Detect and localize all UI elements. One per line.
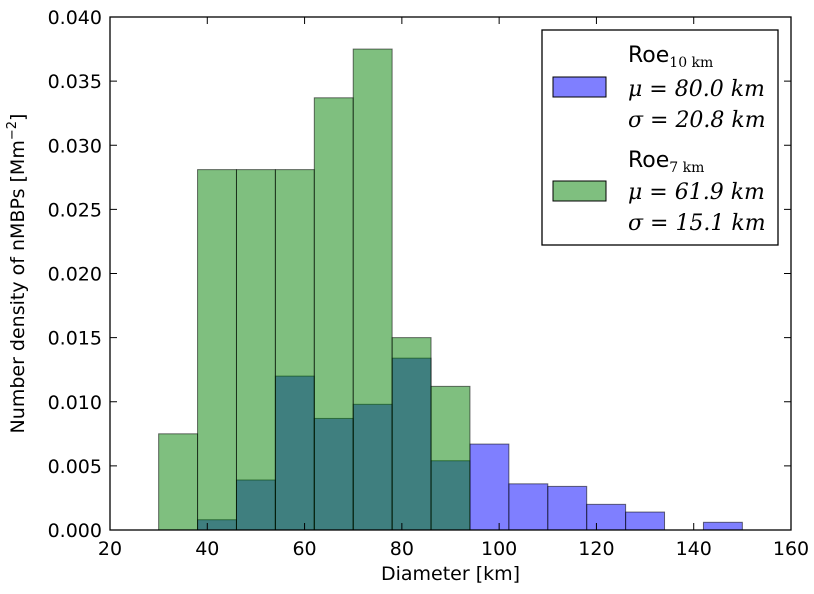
y-axis-label-superscript: −2 [5,121,20,140]
legend-mu-roe-7km: μ = 61.9 km [628,180,765,205]
bar-roe-10km-94 [469,443,510,531]
x-tick-label-60: 60 [292,538,316,560]
legend-label-roe-7km-name: Roe [628,148,669,173]
x-tick-label-160: 160 [773,538,809,560]
legend-sigma-roe-10km: σ = 20.8 km [628,108,766,133]
y-tick-label-0.010: 0.010 [48,392,102,414]
legend-mu-roe-10km: μ = 80.0 km [628,77,765,102]
legend-label-roe-10km: Roe10 km [628,43,713,71]
bar-roe-7km-62 [313,97,354,531]
bar-roe-7km-46 [235,169,276,531]
legend-sigma-roe-7km: σ = 15.1 km [628,211,766,236]
bar-roe-10km-102 [508,483,549,531]
legend-label-roe-10km-name: Roe [628,43,669,68]
y-tick-label-0.025: 0.025 [48,199,102,221]
y-axis-label-close: ] [7,114,29,121]
legend-label-roe-7km-sub: 7 km [669,160,704,176]
bar-roe-7km-38 [197,169,237,531]
x-tick-label-20: 20 [98,538,122,560]
bar-roe-10km-110 [547,485,588,531]
bar-roe-7km-70 [352,48,393,531]
bar-roe-10km-126 [625,511,666,531]
plot-frame [109,16,792,531]
bar-roe-10km-142 [702,521,743,531]
x-axis-label: Diameter [km] [381,563,520,585]
legend-entry-roe-10km: Roe10 km μ = 80.0 km σ = 20.8 km [552,43,766,133]
y-axis-label: Number density of nMBPs [Mm−2] [5,114,29,434]
legend-label-roe-7km: Roe7 km [628,148,704,176]
legend-entry-roe-7km: Roe7 km μ = 61.9 km σ = 15.1 km [552,148,766,236]
bar-roe-7km-78 [391,337,432,531]
x-tick-label-80: 80 [390,538,414,560]
bar-roe-7km-54 [274,169,315,531]
ticks-layer: 20 40 60 80 100 120 140 160 0.000 0.005 0.010 0.015… [48,7,810,560]
legend-swatch-roe-10km [552,76,607,98]
x-tick-label-40: 40 [195,538,219,560]
y-tick-label-0.030: 0.030 [48,135,102,157]
bar-roe-7km-30 [158,433,199,531]
y-tick-label-0.015: 0.015 [48,328,102,350]
y-tick-label-0.005: 0.005 [48,456,102,478]
y-tick-label-0.035: 0.035 [48,71,102,93]
legend: Roe10 km μ = 80.0 km σ = 20.8 km Roe7 km… [541,29,779,246]
x-tick-label-120: 120 [578,538,614,560]
y-tick-label-0.020: 0.020 [48,264,102,286]
y-tick-label-0.000: 0.000 [48,520,102,542]
y-axis-label-main: Number density of nMBPs [Mm [7,140,29,433]
legend-swatch-roe-7km [552,180,607,202]
bars-layer [158,48,743,531]
legend-box [541,29,779,246]
bar-roe-7km-86 [430,385,471,531]
y-tick-label-0.040: 0.040 [48,7,102,29]
legend-label-roe-10km-sub: 10 km [669,55,713,71]
x-tick-label-140: 140 [676,538,712,560]
x-tick-label-100: 100 [481,538,517,560]
bar-roe-10km-118 [586,503,627,531]
